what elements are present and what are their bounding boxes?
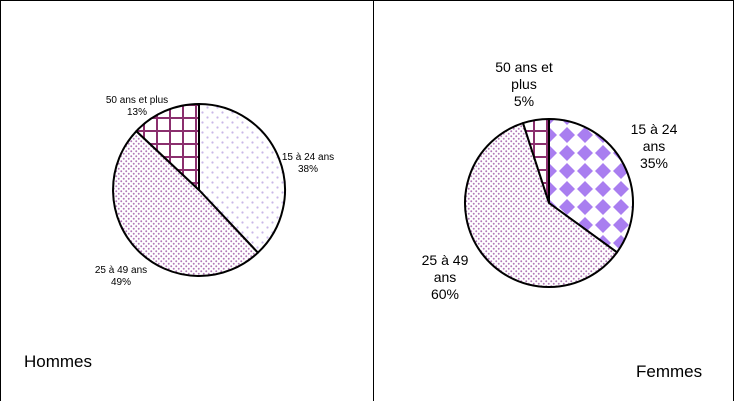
- slice-label-line: 5%: [514, 93, 534, 109]
- pie-slice-femmes-25-a-49-ans: [464, 122, 618, 288]
- slice-label-line: 38%: [298, 164, 318, 175]
- pie-slices-femmes: [464, 118, 634, 288]
- pie-slice-hommes-25-a-49-ans: [112, 130, 259, 277]
- slice-label-line: 50 ans et plus: [106, 95, 168, 106]
- pie-slice-hommes-50-ans-et-plus: [135, 103, 200, 191]
- pie-labels-femmes: 15 à 24 ans 35%25 à 49 ans 60%50 ans et plus 5…: [422, 59, 678, 302]
- slice-label-hommes-15-a-24-ans: 15 à 24 ans 38%: [282, 152, 334, 175]
- slice-label-line: 15 à 24 ans: [282, 152, 334, 163]
- slice-label-hommes-25-a-49-ans: 25 à 49 ans 49%: [95, 265, 147, 288]
- slice-label-femmes-25-a-49-ans: 25 à 49 ans 60%: [422, 252, 469, 302]
- pie-chart-hommes: 15 à 24 ans 38% 25 à 49 ans 49% 50 ans et pl…: [24, 95, 334, 371]
- panel-label-hommes: Hommes: [24, 352, 92, 371]
- slice-label-line: 15 à 24: [631, 121, 678, 137]
- slice-label-femmes-15-a-24-ans: 15 à 24 ans 35%: [631, 121, 678, 171]
- pie-slice-hommes-15-a-24-ans: [198, 103, 286, 254]
- pie-slices-hommes: [112, 103, 286, 277]
- slice-label-line: 49%: [111, 277, 131, 288]
- slice-label-line: plus: [511, 76, 537, 92]
- slice-label-line: 35%: [640, 155, 668, 171]
- slice-label-line: 60%: [431, 286, 459, 302]
- slice-label-femmes-50-ans-et-plus: 50 ans et plus 5%: [495, 59, 553, 109]
- slice-label-line: 13%: [127, 107, 147, 118]
- slice-label-line: 25 à 49: [422, 252, 469, 268]
- pie-slice-femmes-15-a-24-ans: [548, 118, 634, 254]
- slice-label-line: 50 ans et: [495, 59, 553, 75]
- slice-label-line: ans: [434, 269, 457, 285]
- panel-label-femmes: Femmes: [636, 362, 702, 381]
- slice-label-hommes-50-ans-et-plus: 50 ans et plus 13%: [106, 95, 168, 118]
- slice-label-line: 25 à 49 ans: [95, 265, 147, 276]
- pie-labels-hommes: 15 à 24 ans 38% 25 à 49 ans 49% 50 ans et pl…: [95, 95, 334, 288]
- pie-slice-femmes-50-ans-et-plus: [522, 118, 550, 204]
- pie-chart-femmes: 15 à 24 ans 35%25 à 49 ans 60%50 ans et plus 5…: [422, 59, 702, 381]
- slice-label-line: ans: [643, 138, 666, 154]
